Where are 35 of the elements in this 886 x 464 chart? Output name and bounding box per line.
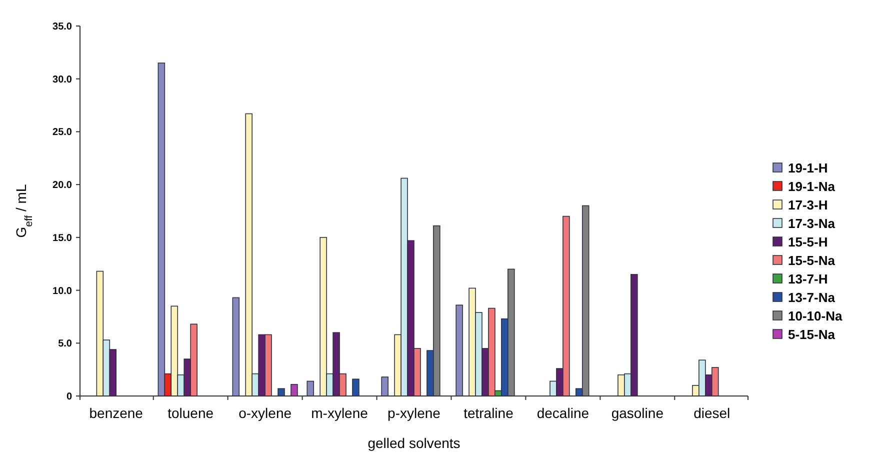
y-tick-label: 25.0 [52,127,72,138]
legend-label: 17-3-Na [788,216,836,232]
y-tick-label: 20.0 [52,180,72,192]
x-tick-label: o-xylene [238,405,292,421]
legend-label: 19-1-Na [788,179,836,194]
y-tick-label: 15.0 [52,232,72,244]
x-tick-label: p-xylene [388,405,441,421]
bar [381,376,388,396]
x-tick-label: toluene [168,405,214,421]
bar [456,304,463,396]
x-tick-label: m-xylene [311,405,368,421]
y-tick-label: 5.0 [58,338,72,350]
y-tick-label: 35.0 [52,22,72,32]
legend-label: 13-7-H [788,272,828,287]
y-tick-label: 10.0 [52,286,72,297]
bar [306,380,314,396]
bar [278,388,285,396]
x-tick-label: tetraline [464,405,514,421]
legend-label: 5-15-Na [788,327,836,342]
legend-label: 13-7-Na [788,290,836,306]
y-tick-label: 0 [66,392,72,402]
x-tick-label: decaline [536,405,590,421]
legend-label: 15-5-Na [788,253,836,268]
x-tick-label: benzene [89,405,144,421]
legend-label: 17-3-H [788,198,828,213]
x-tick-label: gasoline [611,405,664,421]
bar [352,378,360,396]
x-axis-title: gelled solvents [368,435,460,451]
legend-label: 10-10-Na [788,308,843,324]
y-tick-label: 30.0 [52,74,72,86]
legend-label: 15-5-H [788,234,828,250]
bar [290,384,298,396]
legend-label: 19-1-H [788,160,828,176]
x-tick-label: diesel [694,405,730,421]
bar [232,297,240,396]
